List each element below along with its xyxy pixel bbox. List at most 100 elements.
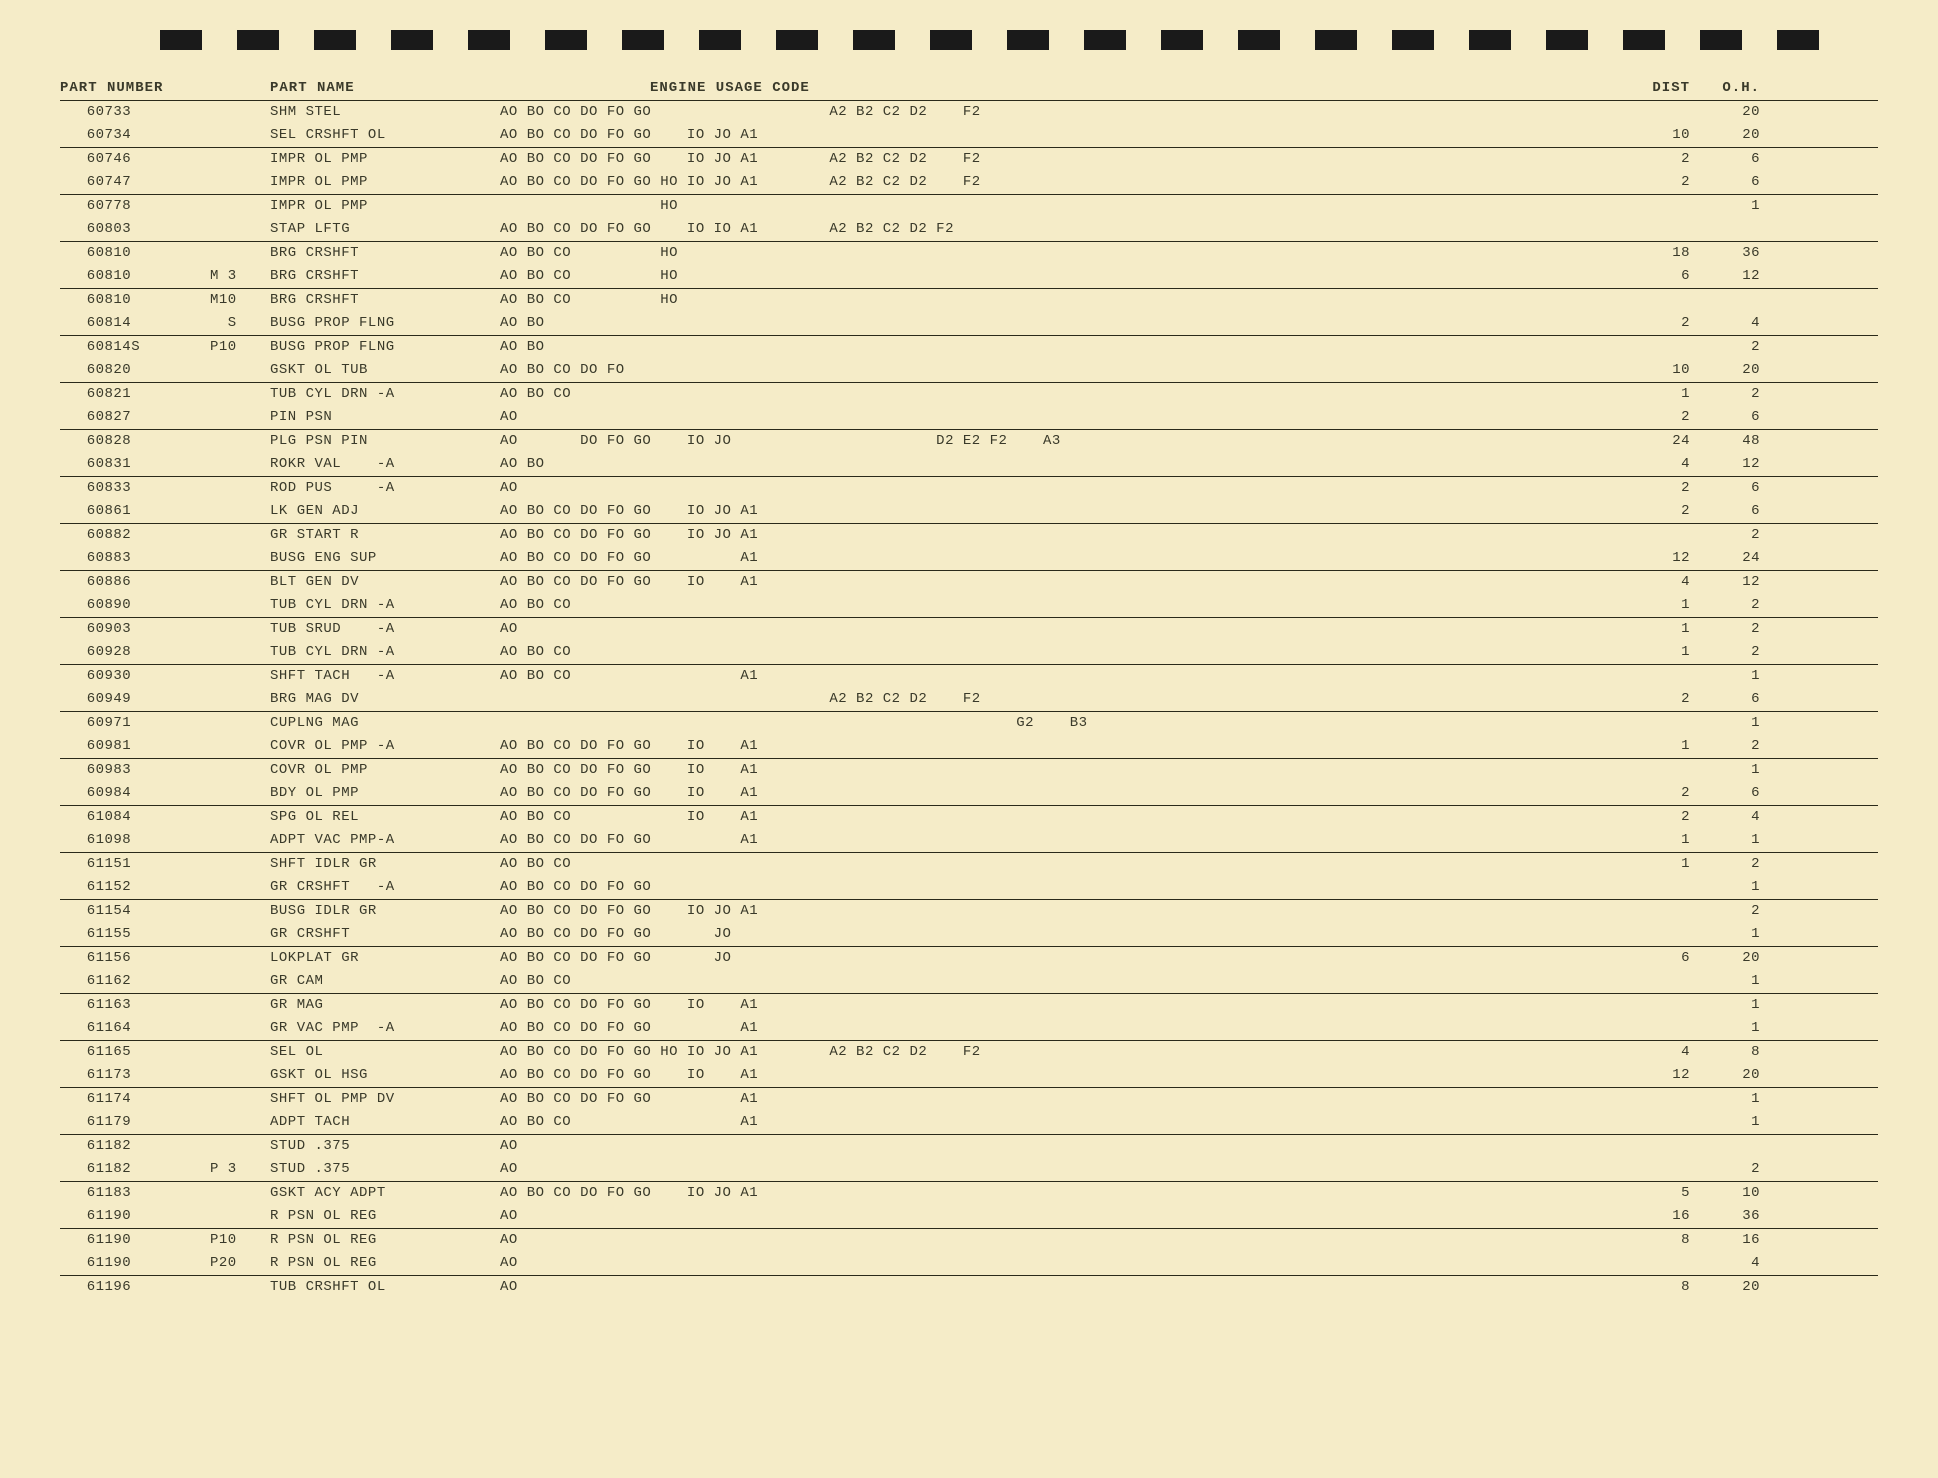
cell-part-name: STUD .375 [270, 1159, 500, 1180]
cell-oh: 2 [1690, 525, 1760, 546]
cell-dist: 8 [1620, 1230, 1690, 1251]
cell-dist: 1 [1620, 854, 1690, 875]
cell-part-name: BRG CRSHFT [270, 243, 500, 264]
cell-oh: 4 [1690, 313, 1760, 334]
cell-part-name: BUSG ENG SUP [270, 548, 500, 569]
cell-oh: 12 [1690, 266, 1760, 287]
cell-oh: 1 [1690, 924, 1760, 945]
cell-oh: 4 [1690, 807, 1760, 828]
cell-oh: 20 [1690, 102, 1760, 123]
cell-usage-codes: A2 B2 C2 D2 F2 [500, 689, 1620, 710]
cell-part-number: 61196 [60, 1277, 210, 1298]
table-header: PART NUMBERPART NAMEENGINE USAGE CODEDIS… [60, 80, 1878, 101]
cell-part-number: 60861 [60, 501, 210, 522]
cell-part-number: 61162 [60, 971, 210, 992]
cell-part-number: 61154 [60, 901, 210, 922]
cell-part-name: BUSG PROP FLNG [270, 313, 500, 334]
cell-part-name: LOKPLAT GR [270, 948, 500, 969]
cell-dist: 4 [1620, 572, 1690, 593]
cell-oh: 2 [1690, 619, 1760, 640]
cell-usage-codes: HO [500, 196, 1620, 217]
cell-part-number: 61164 [60, 1018, 210, 1039]
cell-usage-codes: AO BO CO [500, 854, 1620, 875]
cell-dist: 6 [1620, 948, 1690, 969]
cell-usage-codes: AO BO CO DO FO GO A1 [500, 1089, 1620, 1110]
cell-part-number: 60778 [60, 196, 210, 217]
cell-oh: 2 [1690, 642, 1760, 663]
cell-oh: 6 [1690, 689, 1760, 710]
table-row: 60831ROKR VAL -AAO BO412 [60, 453, 1878, 477]
cell-dist: 12 [1620, 548, 1690, 569]
cell-part-name: PLG PSN PIN [270, 431, 500, 452]
cell-part-number: 60882 [60, 525, 210, 546]
table-row: 60810BRG CRSHFTAO BO CO HO1836 [60, 242, 1878, 265]
table-row: 60886BLT GEN DVAO BO CO DO FO GO IO A141… [60, 571, 1878, 594]
table-row: 60734SEL CRSHFT OLAO BO CO DO FO GO IO J… [60, 124, 1878, 148]
perforation-strip [160, 30, 1878, 50]
table-row: 60981COVR OL PMP -AAO BO CO DO FO GO IO … [60, 735, 1878, 759]
table-row: 60733SHM STELAO BO CO DO FO GO A2 B2 C2 … [60, 101, 1878, 124]
cell-oh: 6 [1690, 783, 1760, 804]
cell-dist: 10 [1620, 125, 1690, 146]
cell-usage-codes: AO BO CO DO FO GO IO A1 [500, 995, 1620, 1016]
cell-dist: 16 [1620, 1206, 1690, 1227]
table-row: 60803STAP LFTGAO BO CO DO FO GO IO IO A1… [60, 218, 1878, 242]
cell-dist: 2 [1620, 783, 1690, 804]
cell-dist: 2 [1620, 478, 1690, 499]
table-row: 61084SPG OL RELAO BO CO IO A124 [60, 806, 1878, 829]
cell-part-number: 60733 [60, 102, 210, 123]
cell-part-number: 61183 [60, 1183, 210, 1204]
cell-oh: 6 [1690, 478, 1760, 499]
cell-part-number: 60803 [60, 219, 210, 240]
cell-part-name: BDY OL PMP [270, 783, 500, 804]
cell-usage-codes: AO BO CO DO FO GO IO A1 [500, 783, 1620, 804]
cell-part-number: 60746 [60, 149, 210, 170]
table-row: 60883BUSG ENG SUPAO BO CO DO FO GO A1122… [60, 547, 1878, 571]
cell-usage-codes: AO BO CO DO FO GO A1 [500, 830, 1620, 851]
cell-part-name: SHFT IDLR GR [270, 854, 500, 875]
table-row: 60827PIN PSNAO26 [60, 406, 1878, 430]
cell-part-number: 61155 [60, 924, 210, 945]
cell-part-name: TUB CRSHFT OL [270, 1277, 500, 1298]
cell-dist: 2 [1620, 313, 1690, 334]
table-row: 60810M10BRG CRSHFTAO BO CO HO [60, 289, 1878, 312]
cell-oh: 20 [1690, 125, 1760, 146]
cell-oh: 1 [1690, 196, 1760, 217]
table-row: 60861LK GEN ADJAO BO CO DO FO GO IO JO A… [60, 500, 1878, 524]
cell-part-number: 60930 [60, 666, 210, 687]
table-row: 61163GR MAGAO BO CO DO FO GO IO A11 [60, 994, 1878, 1017]
table-row: 61190P10R PSN OL REGAO816 [60, 1229, 1878, 1252]
cell-part-name: GR CRSHFT [270, 924, 500, 945]
cell-part-number: 60949 [60, 689, 210, 710]
cell-dist: 2 [1620, 807, 1690, 828]
cell-part-number: 61190 [60, 1230, 210, 1251]
cell-part-number: 60981 [60, 736, 210, 757]
cell-usage-codes: AO [500, 1159, 1620, 1180]
cell-oh: 20 [1690, 1065, 1760, 1086]
cell-part-name: SHM STEL [270, 102, 500, 123]
cell-oh: 1 [1690, 1089, 1760, 1110]
cell-part-name: STAP LFTG [270, 219, 500, 240]
cell-oh: 1 [1690, 1018, 1760, 1039]
cell-usage-codes: AO BO CO DO FO GO IO JO A1 [500, 125, 1620, 146]
cell-oh: 6 [1690, 407, 1760, 428]
cell-usage-codes: AO BO CO DO FO GO A1 [500, 548, 1620, 569]
table-row: 61182STUD .375AO [60, 1135, 1878, 1158]
cell-oh: 4 [1690, 1253, 1760, 1274]
cell-usage-codes: AO BO CO IO A1 [500, 807, 1620, 828]
cell-suffix: M 3 [210, 266, 270, 287]
table-row: 61179ADPT TACHAO BO CO A11 [60, 1111, 1878, 1135]
cell-dist: 4 [1620, 454, 1690, 475]
cell-part-number: 61163 [60, 995, 210, 1016]
cell-suffix: P10 [210, 337, 270, 358]
cell-part-number: 61151 [60, 854, 210, 875]
cell-part-name: R PSN OL REG [270, 1253, 500, 1274]
table-row: 60903TUB SRUD -AAO12 [60, 618, 1878, 641]
cell-part-number: 61165 [60, 1042, 210, 1063]
table-row: 61164GR VAC PMP -AAO BO CO DO FO GO A11 [60, 1017, 1878, 1041]
table-row: 60928TUB CYL DRN -AAO BO CO12 [60, 641, 1878, 665]
cell-dist: 4 [1620, 1042, 1690, 1063]
cell-dist: 1 [1620, 642, 1690, 663]
cell-dist: 1 [1620, 619, 1690, 640]
table-row: 60828PLG PSN PINAO DO FO GO IO JO D2 E2 … [60, 430, 1878, 453]
